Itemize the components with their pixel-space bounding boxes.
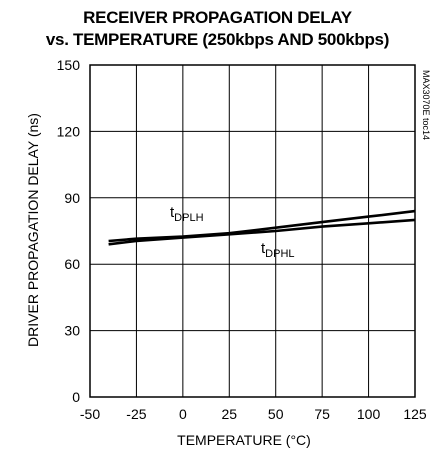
x-tick-label: 25 xyxy=(221,406,237,422)
y-tick-label: 0 xyxy=(72,389,80,405)
x-tick-label: 125 xyxy=(403,406,427,422)
series-lines xyxy=(108,209,416,246)
x-tick-label: 50 xyxy=(268,406,284,422)
x-axis-label: TEMPERATURE (°C) xyxy=(177,432,311,448)
x-tick-label: 100 xyxy=(357,406,381,422)
series-label-tdplh: tDPLH xyxy=(170,204,204,224)
series-line-tdplh xyxy=(108,209,416,243)
y-tick-label: 120 xyxy=(57,123,81,139)
x-tick-label: -50 xyxy=(80,406,100,422)
x-tick-label: -25 xyxy=(126,406,146,422)
y-tick-labels: 0 30 60 90 120 150 xyxy=(57,57,81,405)
series-label-tdplh-sub: DPLH xyxy=(174,212,203,224)
plot-frame xyxy=(89,64,416,398)
chart-subtitle: vs. TEMPERATURE (250kbps AND 500kbps) xyxy=(45,30,390,49)
y-tick-label: 150 xyxy=(57,57,81,73)
y-tick-label: 30 xyxy=(64,323,80,339)
series-label-tdphl-sub: DPHL xyxy=(265,248,294,260)
series-label-tdphl-main: t xyxy=(261,240,266,257)
series-label-tdplh-main: t xyxy=(170,204,175,221)
series-line-tdphl xyxy=(108,218,416,246)
x-tick-label: 0 xyxy=(179,406,187,422)
y-axis-label: DRIVER PROPAGATION DELAY (ns) xyxy=(25,113,41,347)
x-tick-labels: -50 -25 0 25 50 75 100 125 xyxy=(80,406,427,422)
chart-title: RECEIVER PROPAGATION DELAY xyxy=(83,8,352,27)
y-tick-label: 90 xyxy=(64,190,80,206)
x-tick-label: 75 xyxy=(314,406,330,422)
figure-id-label: MAX3070E toc14 xyxy=(421,70,431,140)
series-label-tdphl: tDPHL xyxy=(261,240,295,260)
y-tick-label: 60 xyxy=(64,256,80,272)
